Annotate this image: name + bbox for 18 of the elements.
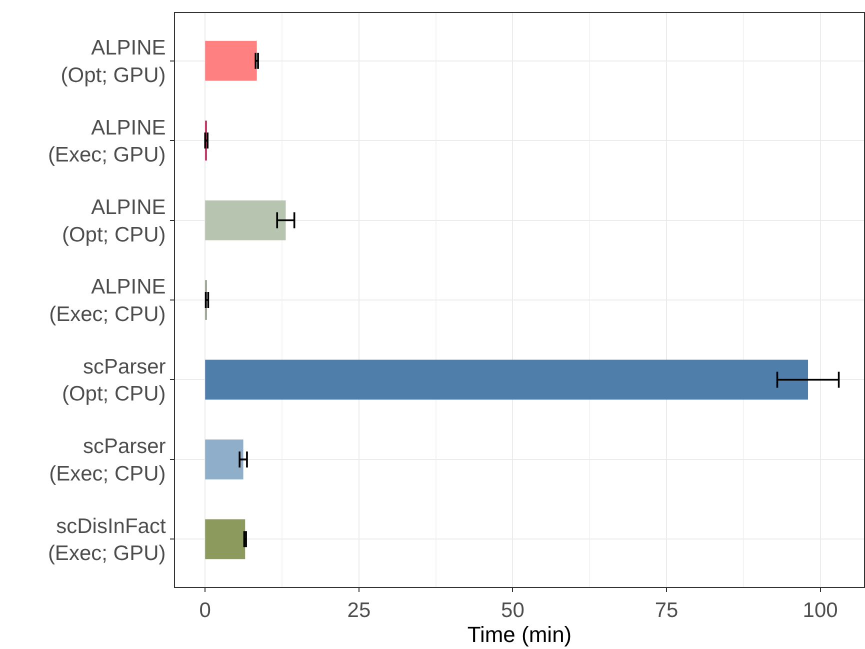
y-tick-label: scParser (Exec; CPU) [49,435,166,486]
x-axis-title: Time (min) [467,622,572,648]
x-tick-label: 25 [347,599,371,622]
bar [205,200,286,240]
bar [205,40,257,81]
y-tick-label: ALPINE (Opt; CPU) [62,196,166,246]
x-tick-label: 50 [501,599,524,622]
bar [205,519,246,560]
x-tick-label: 100 [802,599,838,622]
y-tick-label: ALPINE (Exec; GPU) [48,116,166,167]
y-tick-label: ALPINE (Exec; CPU) [49,276,166,326]
bar [205,360,808,400]
x-tick-label: 0 [199,599,211,622]
y-tick-label: scDisInFact (Exec; GPU) [48,514,166,566]
x-tick-label: 75 [654,599,678,622]
y-tick-label: ALPINE (Opt; GPU) [60,36,166,87]
y-tick-label: scParser (Opt; CPU) [62,355,166,406]
bar [205,440,244,480]
